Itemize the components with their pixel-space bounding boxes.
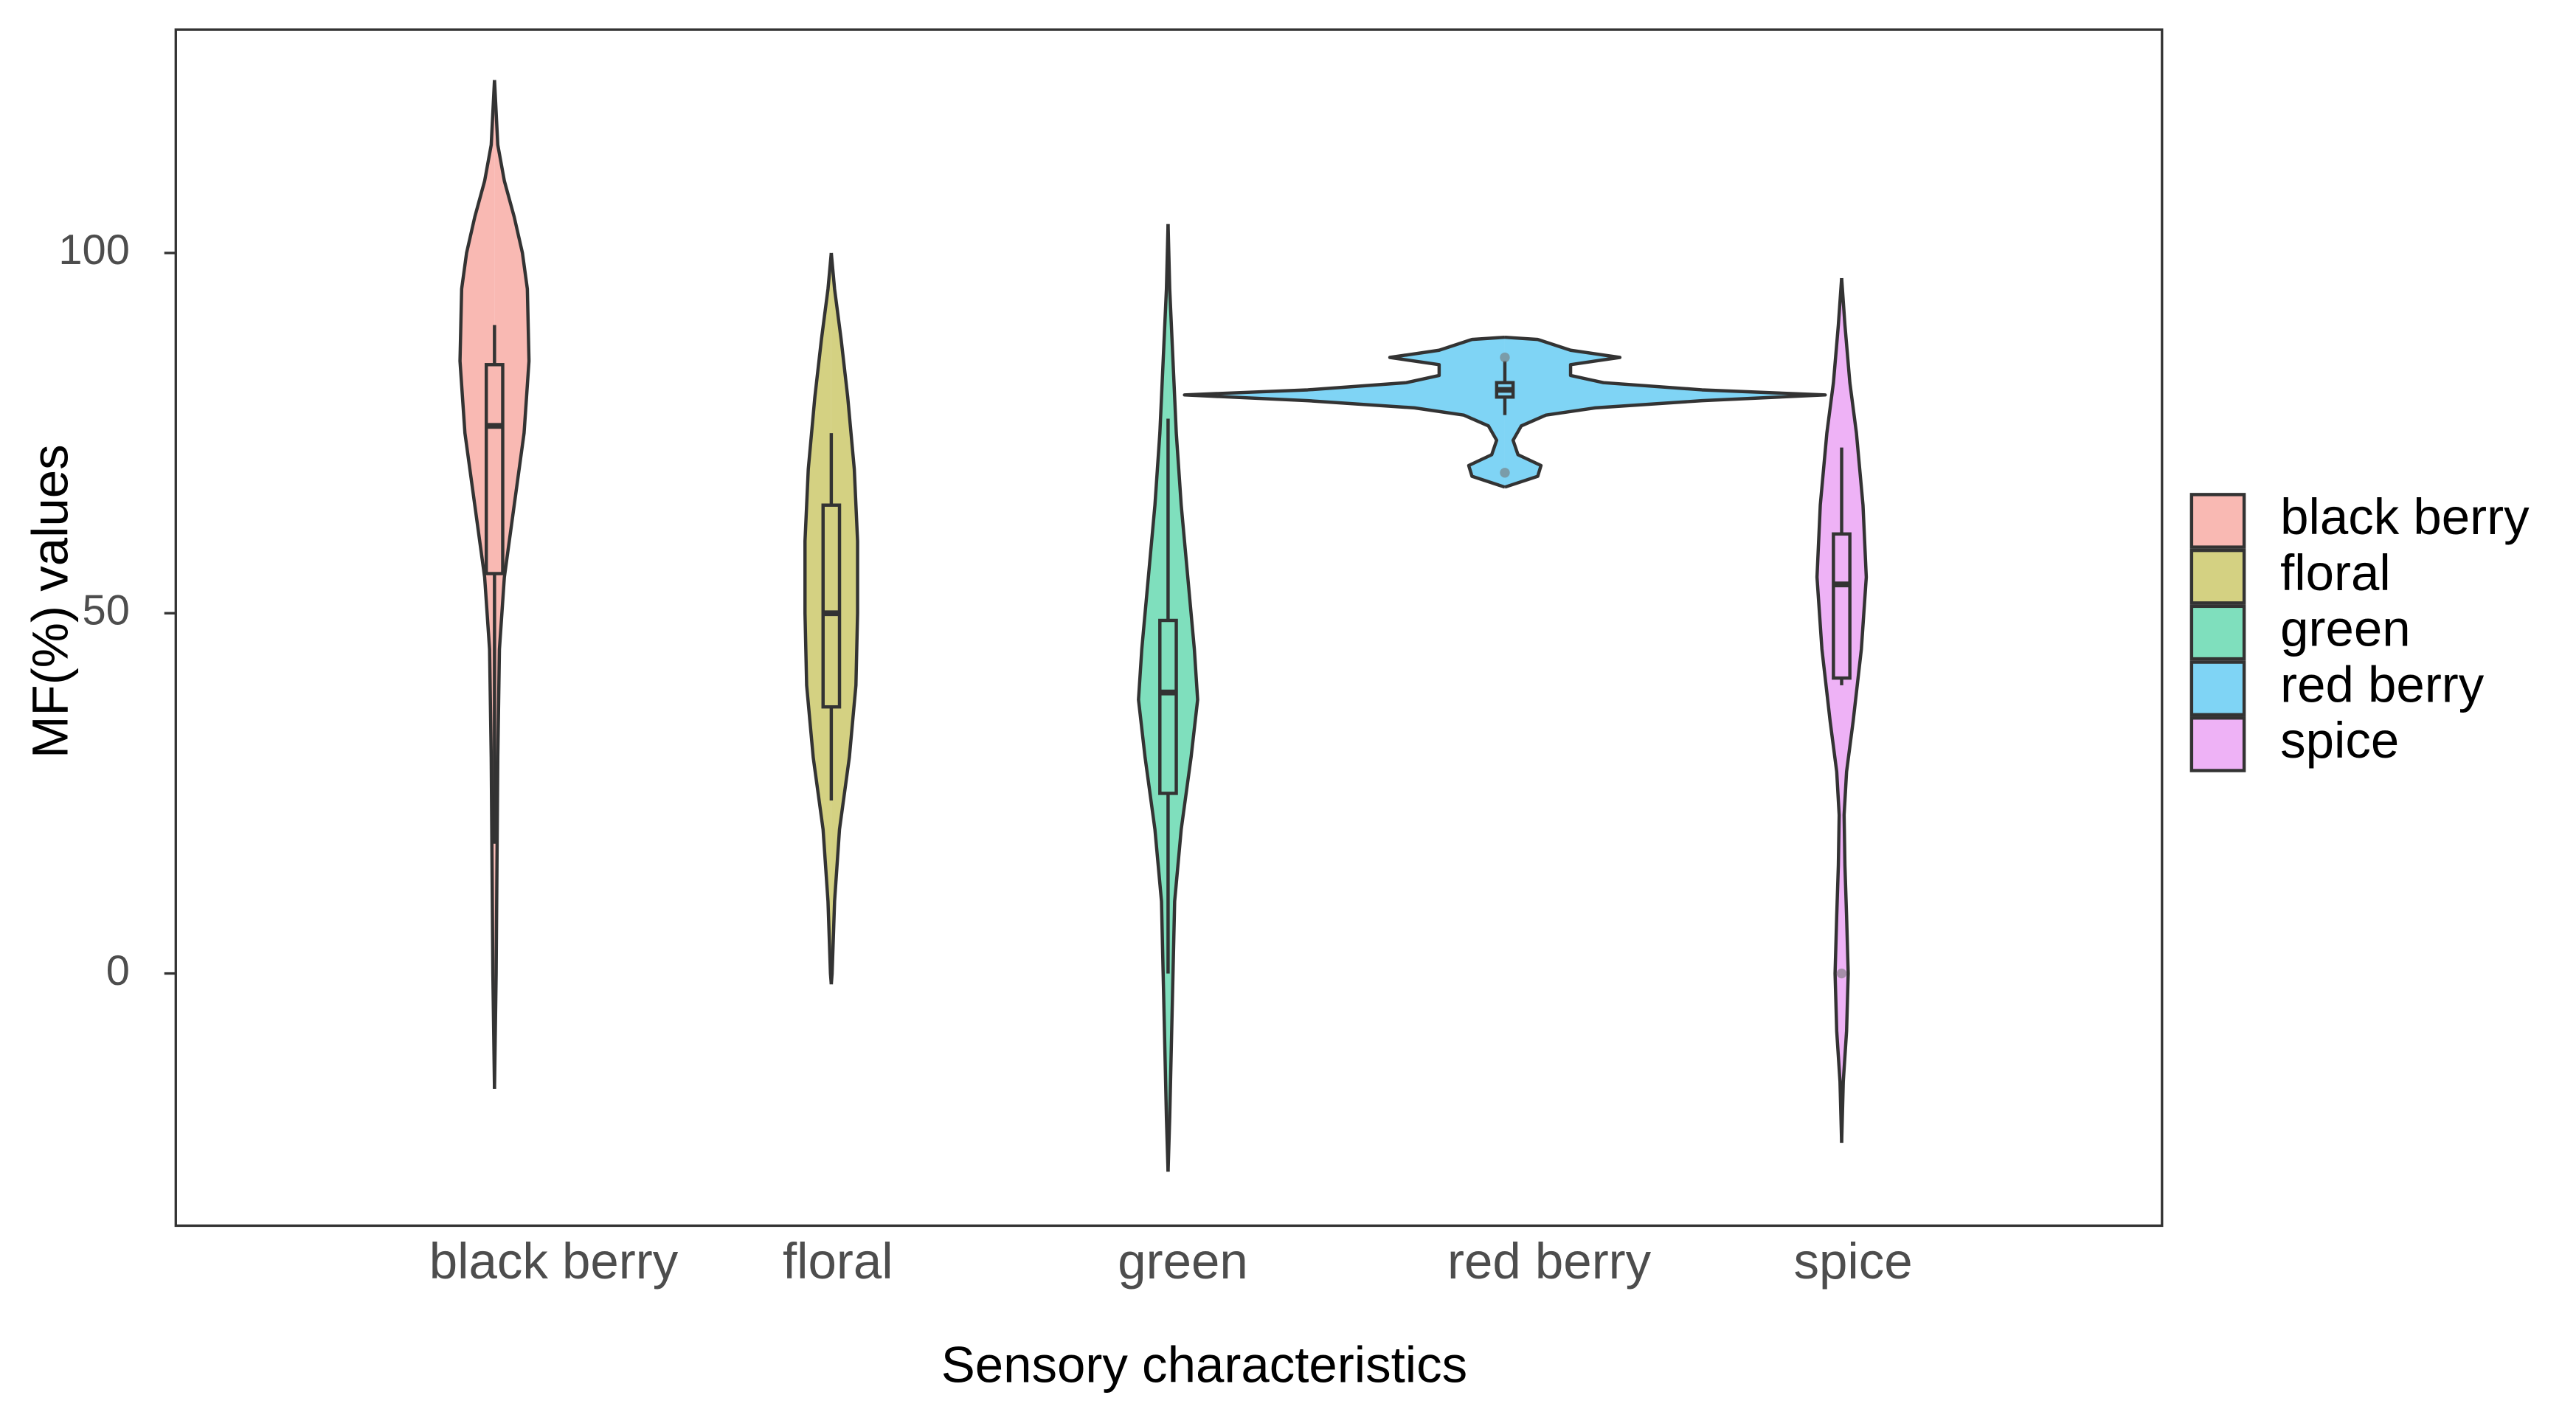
x-tick-label: black berry (429, 1233, 679, 1290)
legend-key (2189, 716, 2246, 772)
y-tick-label: 50 (83, 587, 130, 634)
x-tick-label: green (1118, 1233, 1248, 1290)
violin-half (1504, 335, 1827, 489)
legend-label: green (2280, 601, 2411, 657)
x-axis-title: Sensory characteristics (941, 1336, 1467, 1393)
y-tick-label: 100 (58, 226, 130, 274)
violin-half (458, 80, 496, 1089)
outlier (1836, 968, 1847, 979)
y-axis-title: MF(%) values (22, 444, 79, 758)
box (821, 503, 842, 709)
violin-half (493, 80, 531, 1089)
legend-label: spice (2280, 712, 2399, 769)
legend-label: floral (2280, 544, 2391, 601)
legend-key (2189, 660, 2246, 717)
violin-half (1137, 224, 1170, 1172)
outlier (1500, 468, 1510, 478)
legend-label: black berry (2280, 488, 2530, 545)
violin-half (803, 252, 834, 985)
y-tick-label: 0 (106, 947, 130, 994)
violin-half (1840, 277, 1869, 1143)
violin-half (829, 252, 859, 985)
legend-key (2189, 604, 2246, 661)
box (1158, 618, 1178, 795)
outlier (1500, 352, 1510, 363)
x-tick-label: red berry (1447, 1233, 1652, 1290)
box (1832, 532, 1852, 680)
violin-half (1183, 335, 1506, 489)
violin-half (1166, 224, 1199, 1172)
x-tick-label: spice (1794, 1233, 1913, 1290)
x-tick-label: floral (783, 1233, 893, 1290)
box (484, 363, 505, 575)
legend-key (2189, 548, 2246, 605)
violin-half (1815, 277, 1843, 1143)
legend-label: red berry (2280, 656, 2485, 713)
legend-key (2189, 493, 2246, 549)
